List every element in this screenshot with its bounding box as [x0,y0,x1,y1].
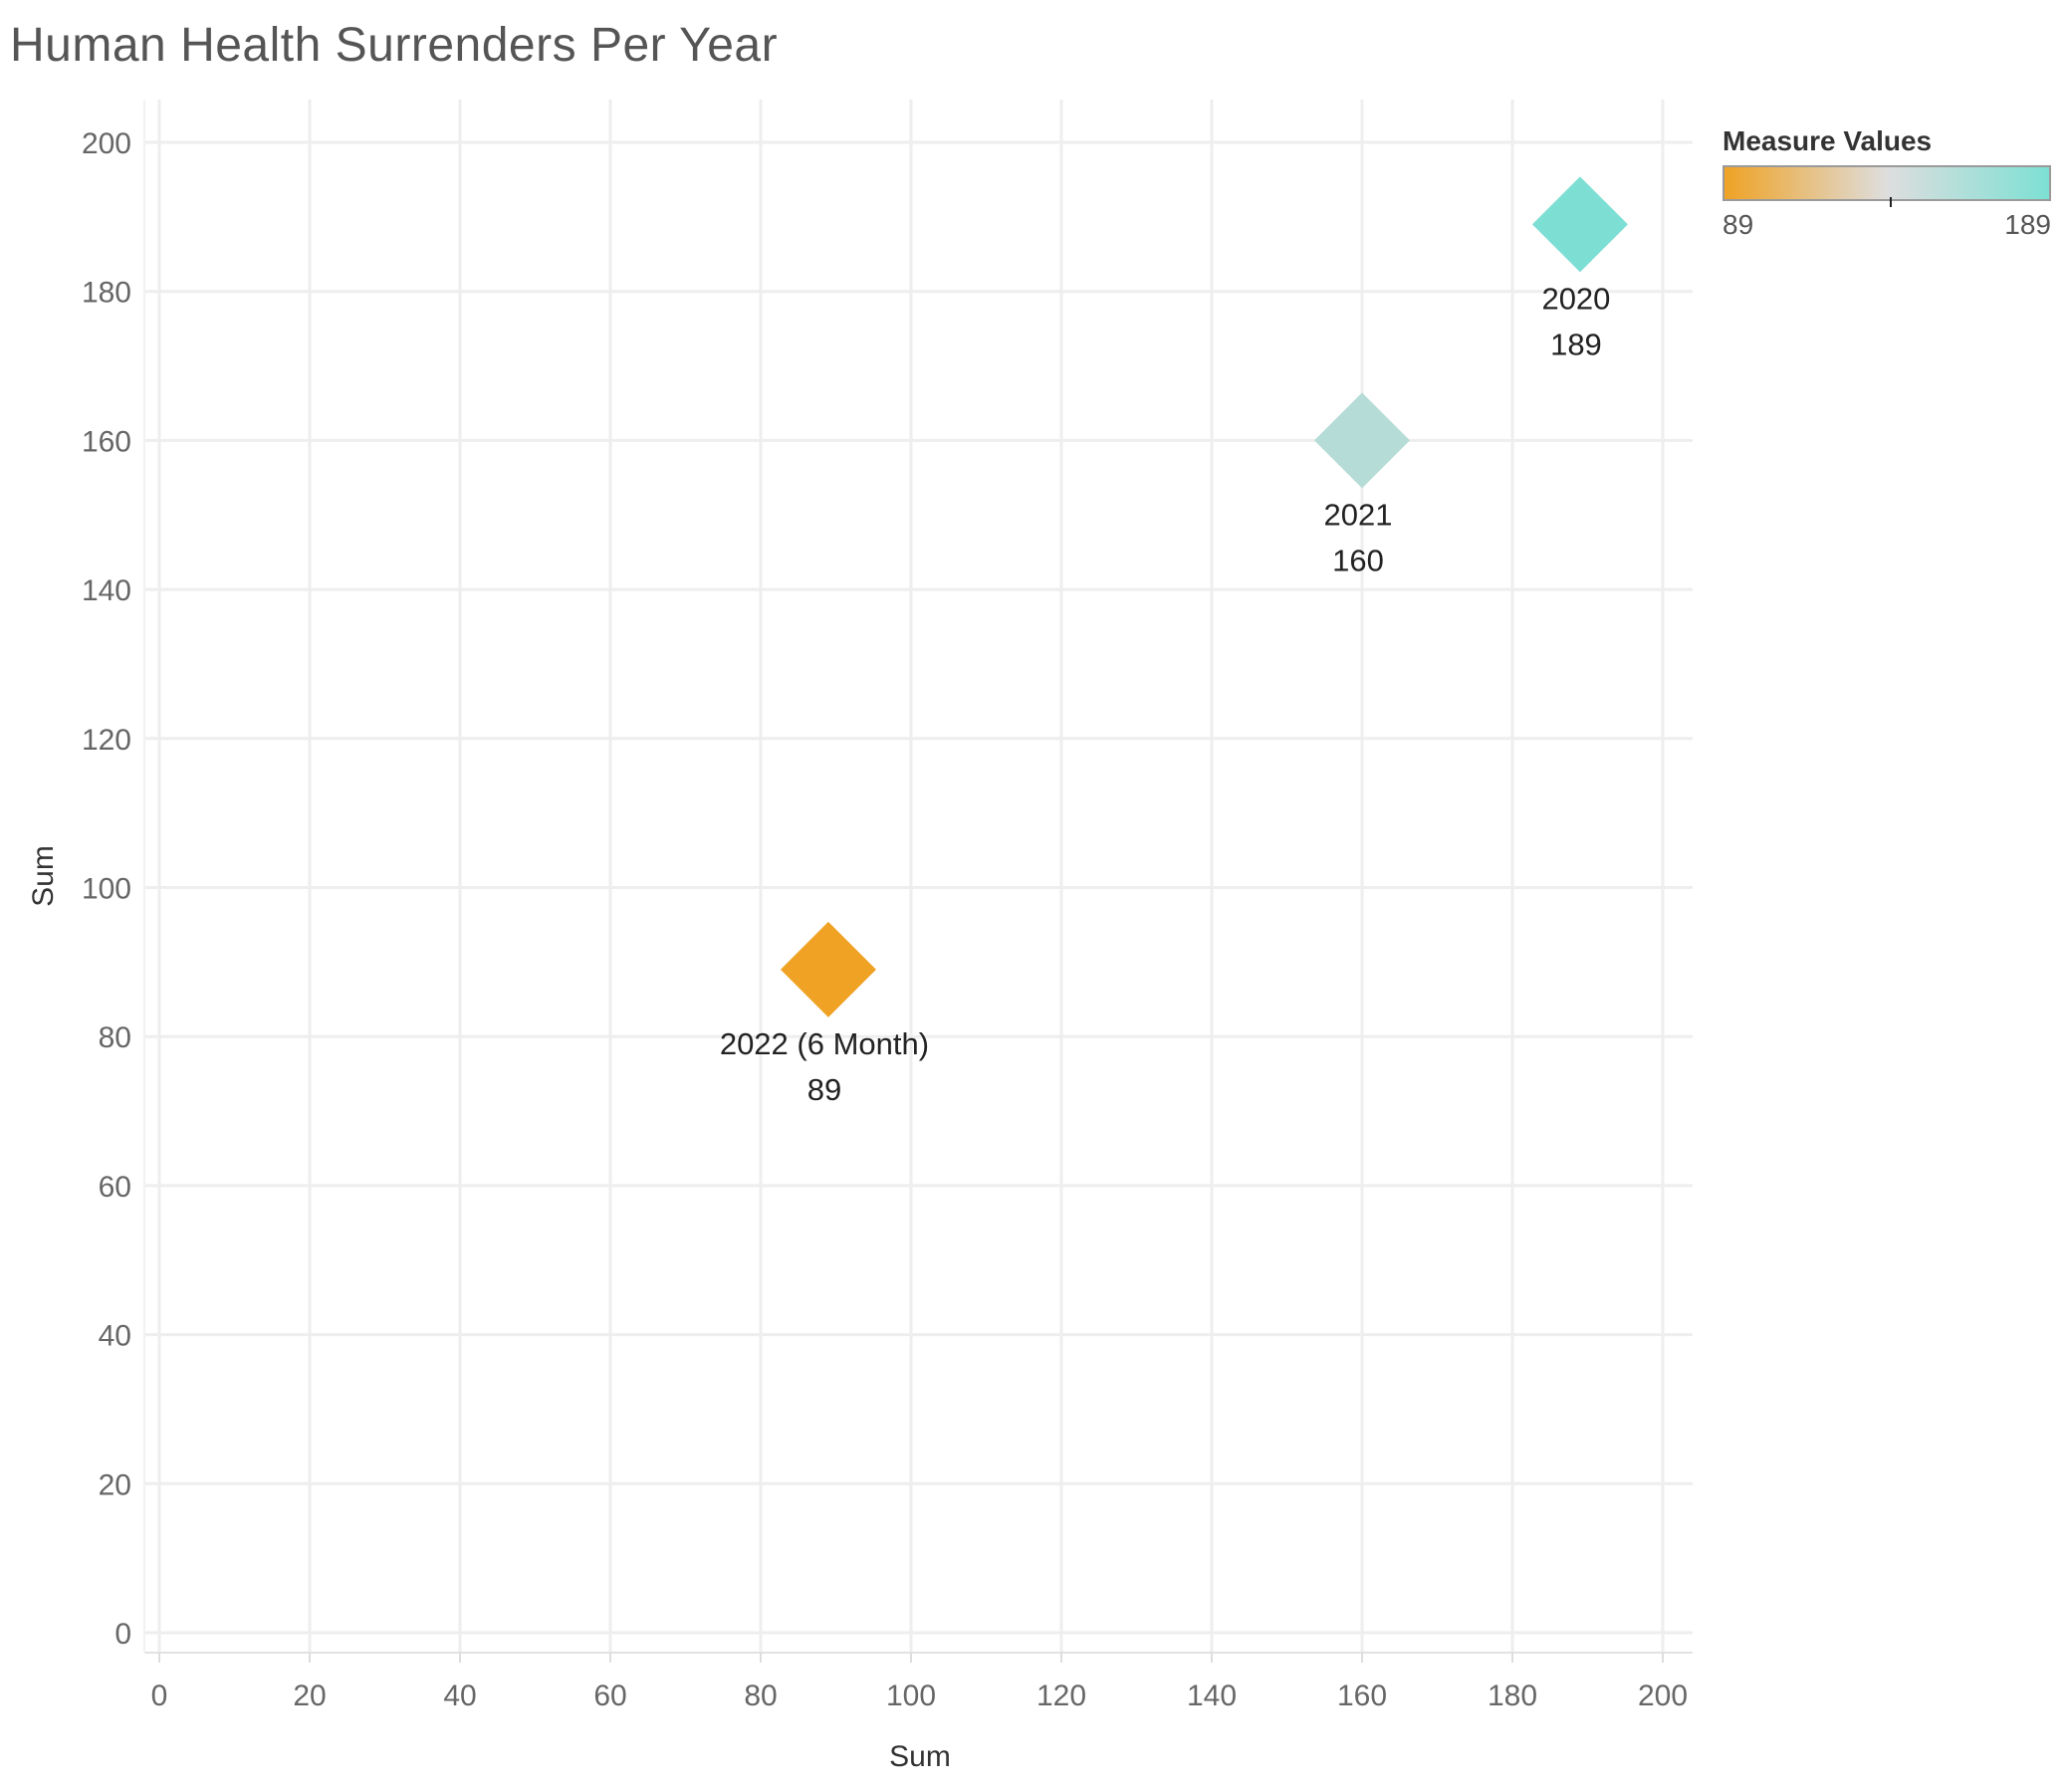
x-axis-ticks: 0 20 40 60 80 100 120 140 160 180 200 [151,1653,1688,1712]
x-tick-label: 100 [886,1680,936,1712]
x-tick-label: 20 [293,1680,326,1712]
point-value-label: 89 [807,1072,841,1107]
point-category-label: 2020 [1541,281,1610,316]
x-tick-label: 60 [593,1680,626,1712]
point-category-label: 2021 [1324,497,1393,532]
x-tick-label: 200 [1638,1680,1688,1712]
x-axis-title: Sum [889,1740,951,1773]
y-tick-label: 200 [82,127,131,160]
y-tick-label: 80 [99,1021,131,1054]
y-tick-label: 20 [99,1468,131,1501]
legend-midpoint-tick [1890,197,1892,207]
point-category-label: 2022 (6 Month) [720,1026,929,1061]
legend-max-label: 189 [2004,209,2051,240]
y-tick-label: 140 [82,574,131,607]
x-tick-label: 40 [443,1680,476,1712]
data-points: 2020 189 2021 160 2022 (6 Month) 89 [720,176,1628,1107]
color-legend: Measure Values 89 189 [1722,125,2061,243]
diamond-marker[interactable] [1314,392,1410,489]
chart-title: Human Health Surrenders Per Year [10,19,779,72]
y-tick-label: 40 [99,1320,131,1353]
grid-lines [143,100,1693,1654]
y-tick-label: 120 [82,724,131,757]
y-tick-label: 0 [115,1618,131,1651]
legend-title: Measure Values [1722,125,1933,156]
point-value-label: 160 [1332,543,1384,577]
diamond-marker[interactable] [780,921,876,1017]
point-value-label: 189 [1550,327,1602,361]
x-tick-label: 180 [1488,1680,1537,1712]
diamond-marker[interactable] [1531,176,1628,273]
legend-min-label: 89 [1722,209,1754,240]
x-tick-label: 120 [1036,1680,1086,1712]
y-axis-ticks: 0 20 40 60 80 100 120 140 160 180 200 [82,127,131,1651]
legend-gradient-bar [1722,165,2051,207]
y-tick-label: 160 [82,425,131,458]
y-tick-label: 100 [82,873,131,906]
x-tick-label: 160 [1337,1680,1387,1712]
x-tick-label: 140 [1187,1680,1237,1712]
y-axis-title: Sum [27,845,60,907]
data-point[interactable]: 2021 160 [1314,392,1410,577]
x-tick-label: 0 [151,1680,168,1712]
data-point[interactable]: 2022 (6 Month) 89 [720,921,929,1107]
x-tick-label: 80 [744,1680,777,1712]
y-tick-label: 180 [82,277,131,310]
y-tick-label: 60 [99,1171,131,1204]
data-point[interactable]: 2020 189 [1531,176,1628,361]
